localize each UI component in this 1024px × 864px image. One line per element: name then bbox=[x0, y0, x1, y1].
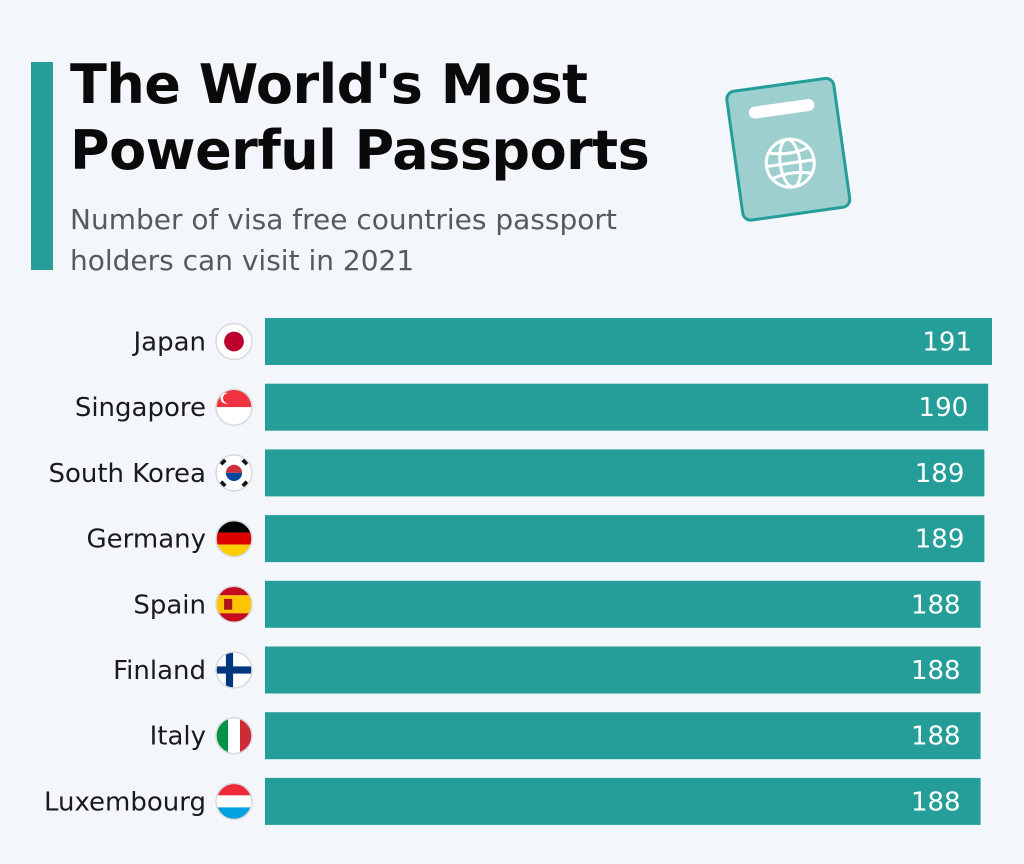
value-label: 188 bbox=[911, 722, 961, 752]
globe-icon bbox=[764, 137, 816, 189]
italy-flag-icon bbox=[215, 716, 253, 755]
value-label: 189 bbox=[915, 525, 965, 555]
category-label: Italy bbox=[150, 722, 206, 752]
chart-subtitle: Number of visa free countries passport h… bbox=[70, 203, 617, 277]
luxembourg-flag-icon bbox=[215, 782, 253, 821]
passport-icon bbox=[725, 76, 852, 222]
chart-title: The World's Most Powerful Passports bbox=[70, 53, 650, 182]
bar-finland bbox=[265, 646, 981, 694]
value-label: 190 bbox=[919, 393, 969, 423]
value-label: 188 bbox=[911, 787, 961, 817]
title-accent-bar bbox=[31, 62, 53, 270]
category-label: Germany bbox=[86, 525, 206, 555]
category-label: Spain bbox=[133, 590, 206, 620]
bar-singapore bbox=[265, 383, 989, 431]
bar-germany bbox=[265, 515, 985, 563]
japan-flag-icon bbox=[215, 322, 253, 361]
value-label: 189 bbox=[915, 459, 965, 489]
bar-luxembourg bbox=[265, 777, 981, 825]
value-label: 191 bbox=[922, 328, 972, 358]
bar-south-korea bbox=[265, 449, 985, 497]
germany-flag-icon bbox=[215, 519, 253, 558]
category-label: Finland bbox=[113, 656, 206, 686]
bar-italy bbox=[265, 712, 981, 760]
category-label: South Korea bbox=[48, 459, 206, 489]
category-label: Singapore bbox=[75, 393, 206, 423]
bar-japan bbox=[265, 318, 992, 365]
value-label: 188 bbox=[911, 590, 961, 620]
value-label: 188 bbox=[911, 656, 961, 686]
spain-flag-icon bbox=[215, 585, 253, 624]
south-korea-flag-icon bbox=[215, 454, 253, 492]
category-label: Luxembourg bbox=[44, 787, 206, 817]
finland-flag-icon bbox=[215, 651, 253, 689]
bar-spain bbox=[265, 580, 981, 628]
category-label: Japan bbox=[131, 328, 206, 358]
singapore-flag-icon bbox=[215, 388, 253, 426]
